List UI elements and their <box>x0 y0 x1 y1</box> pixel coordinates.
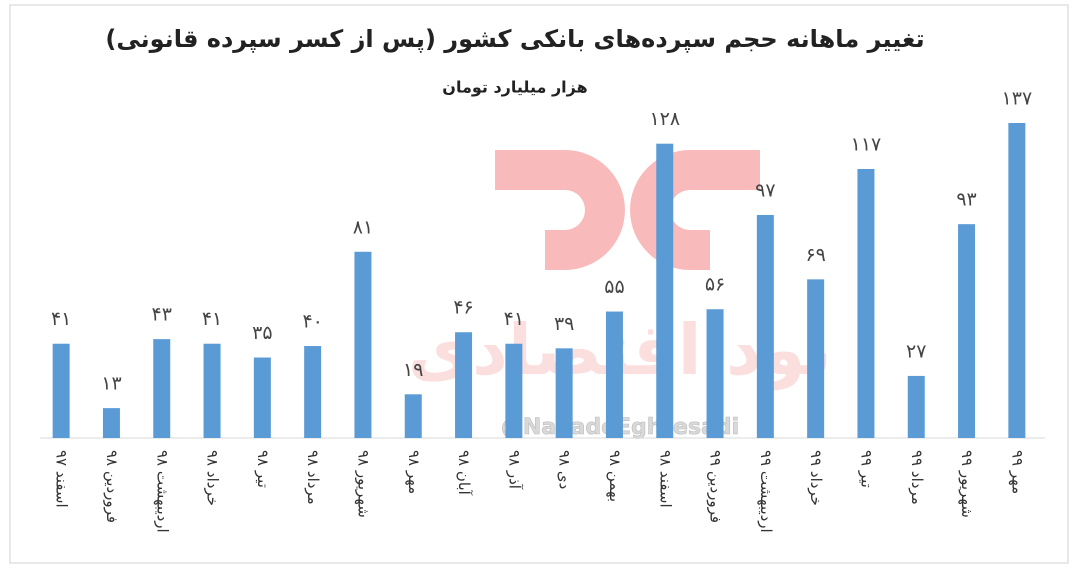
x-tick-label: اردیبهشت ۹۹ <box>757 450 775 533</box>
x-tick-label: تیر ۹۸ <box>254 450 272 488</box>
value-label: ۳۹ <box>554 313 574 335</box>
value-label: ۱۹ <box>403 359 423 381</box>
x-tick-label: آذر ۹۸ <box>505 450 523 490</box>
bar <box>455 332 473 438</box>
value-label: ۴۱ <box>202 308 222 330</box>
chart-frame <box>9 4 1069 564</box>
bar <box>1008 123 1026 438</box>
x-tick-label: آبان ۹۸ <box>455 450 473 496</box>
bar <box>52 343 70 438</box>
value-label: ۵۵ <box>604 276 624 298</box>
bar <box>756 214 774 438</box>
value-label: ۹۷ <box>755 179 775 201</box>
bar <box>605 311 623 438</box>
value-label: ۵۶ <box>705 274 725 296</box>
chart-subtitle: هزار میلیارد تومان <box>442 78 587 97</box>
value-label: ۱۳۷ <box>1002 88 1033 110</box>
value-label: ۳۵ <box>252 322 272 344</box>
value-label: ۹۳ <box>956 189 976 211</box>
chart-title: تغییر ماهانه حجم سپرده‌های بانکی کشور (پ… <box>105 25 924 53</box>
x-tick-label: مهر ۹۸ <box>405 450 423 494</box>
bar <box>656 143 674 439</box>
x-tick-label: شهریور ۹۹ <box>958 450 976 518</box>
value-label: ۴۱ <box>504 308 524 330</box>
x-tick-label: خرداد ۹۹ <box>807 450 825 506</box>
value-label: ۱۲۸ <box>649 108 680 130</box>
x-tick-label: بهمن ۹۸ <box>606 450 624 502</box>
bar <box>354 251 372 438</box>
bar <box>958 224 976 438</box>
bar <box>404 394 422 438</box>
x-tick-label: مهر ۹۹ <box>1008 450 1026 494</box>
bar <box>304 346 322 438</box>
value-label: ۴۱ <box>51 308 71 330</box>
bar <box>807 279 825 438</box>
value-label: ۱۳ <box>101 373 121 395</box>
value-label: ۱۱۷ <box>851 133 882 155</box>
value-label: ۴۶ <box>453 297 473 319</box>
bar <box>907 375 925 438</box>
x-tick-label: مرداد ۹۹ <box>908 450 926 505</box>
bar <box>505 343 523 438</box>
bar <box>102 408 120 438</box>
bar <box>706 309 724 438</box>
x-tick-label: اردیبهشت ۹۸ <box>153 450 171 533</box>
x-tick-label: خرداد ۹۸ <box>204 450 222 506</box>
x-tick-label: فروردین ۹۹ <box>707 450 725 523</box>
x-tick-label: شهریور ۹۸ <box>354 450 372 518</box>
value-label: ۴۰ <box>302 311 322 333</box>
x-tick-label: دی ۹۸ <box>556 450 574 489</box>
bar <box>253 357 271 438</box>
bar <box>203 343 221 438</box>
value-label: ۲۷ <box>906 340 926 362</box>
bar <box>153 339 171 438</box>
x-tick-label: اسفند ۹۷ <box>53 450 71 508</box>
x-tick-label: اسفند ۹۸ <box>656 450 674 508</box>
bar <box>555 348 573 438</box>
value-label: ۴۳ <box>152 304 172 326</box>
value-label: ۶۹ <box>805 244 825 266</box>
x-tick-label: مرداد ۹۸ <box>304 450 322 505</box>
bar <box>857 168 875 438</box>
x-tick-label: تیر ۹۹ <box>857 450 875 488</box>
x-tick-label: فروردین ۹۸ <box>103 450 121 523</box>
value-label: ۸۱ <box>353 216 373 238</box>
logo-shape <box>495 150 625 270</box>
